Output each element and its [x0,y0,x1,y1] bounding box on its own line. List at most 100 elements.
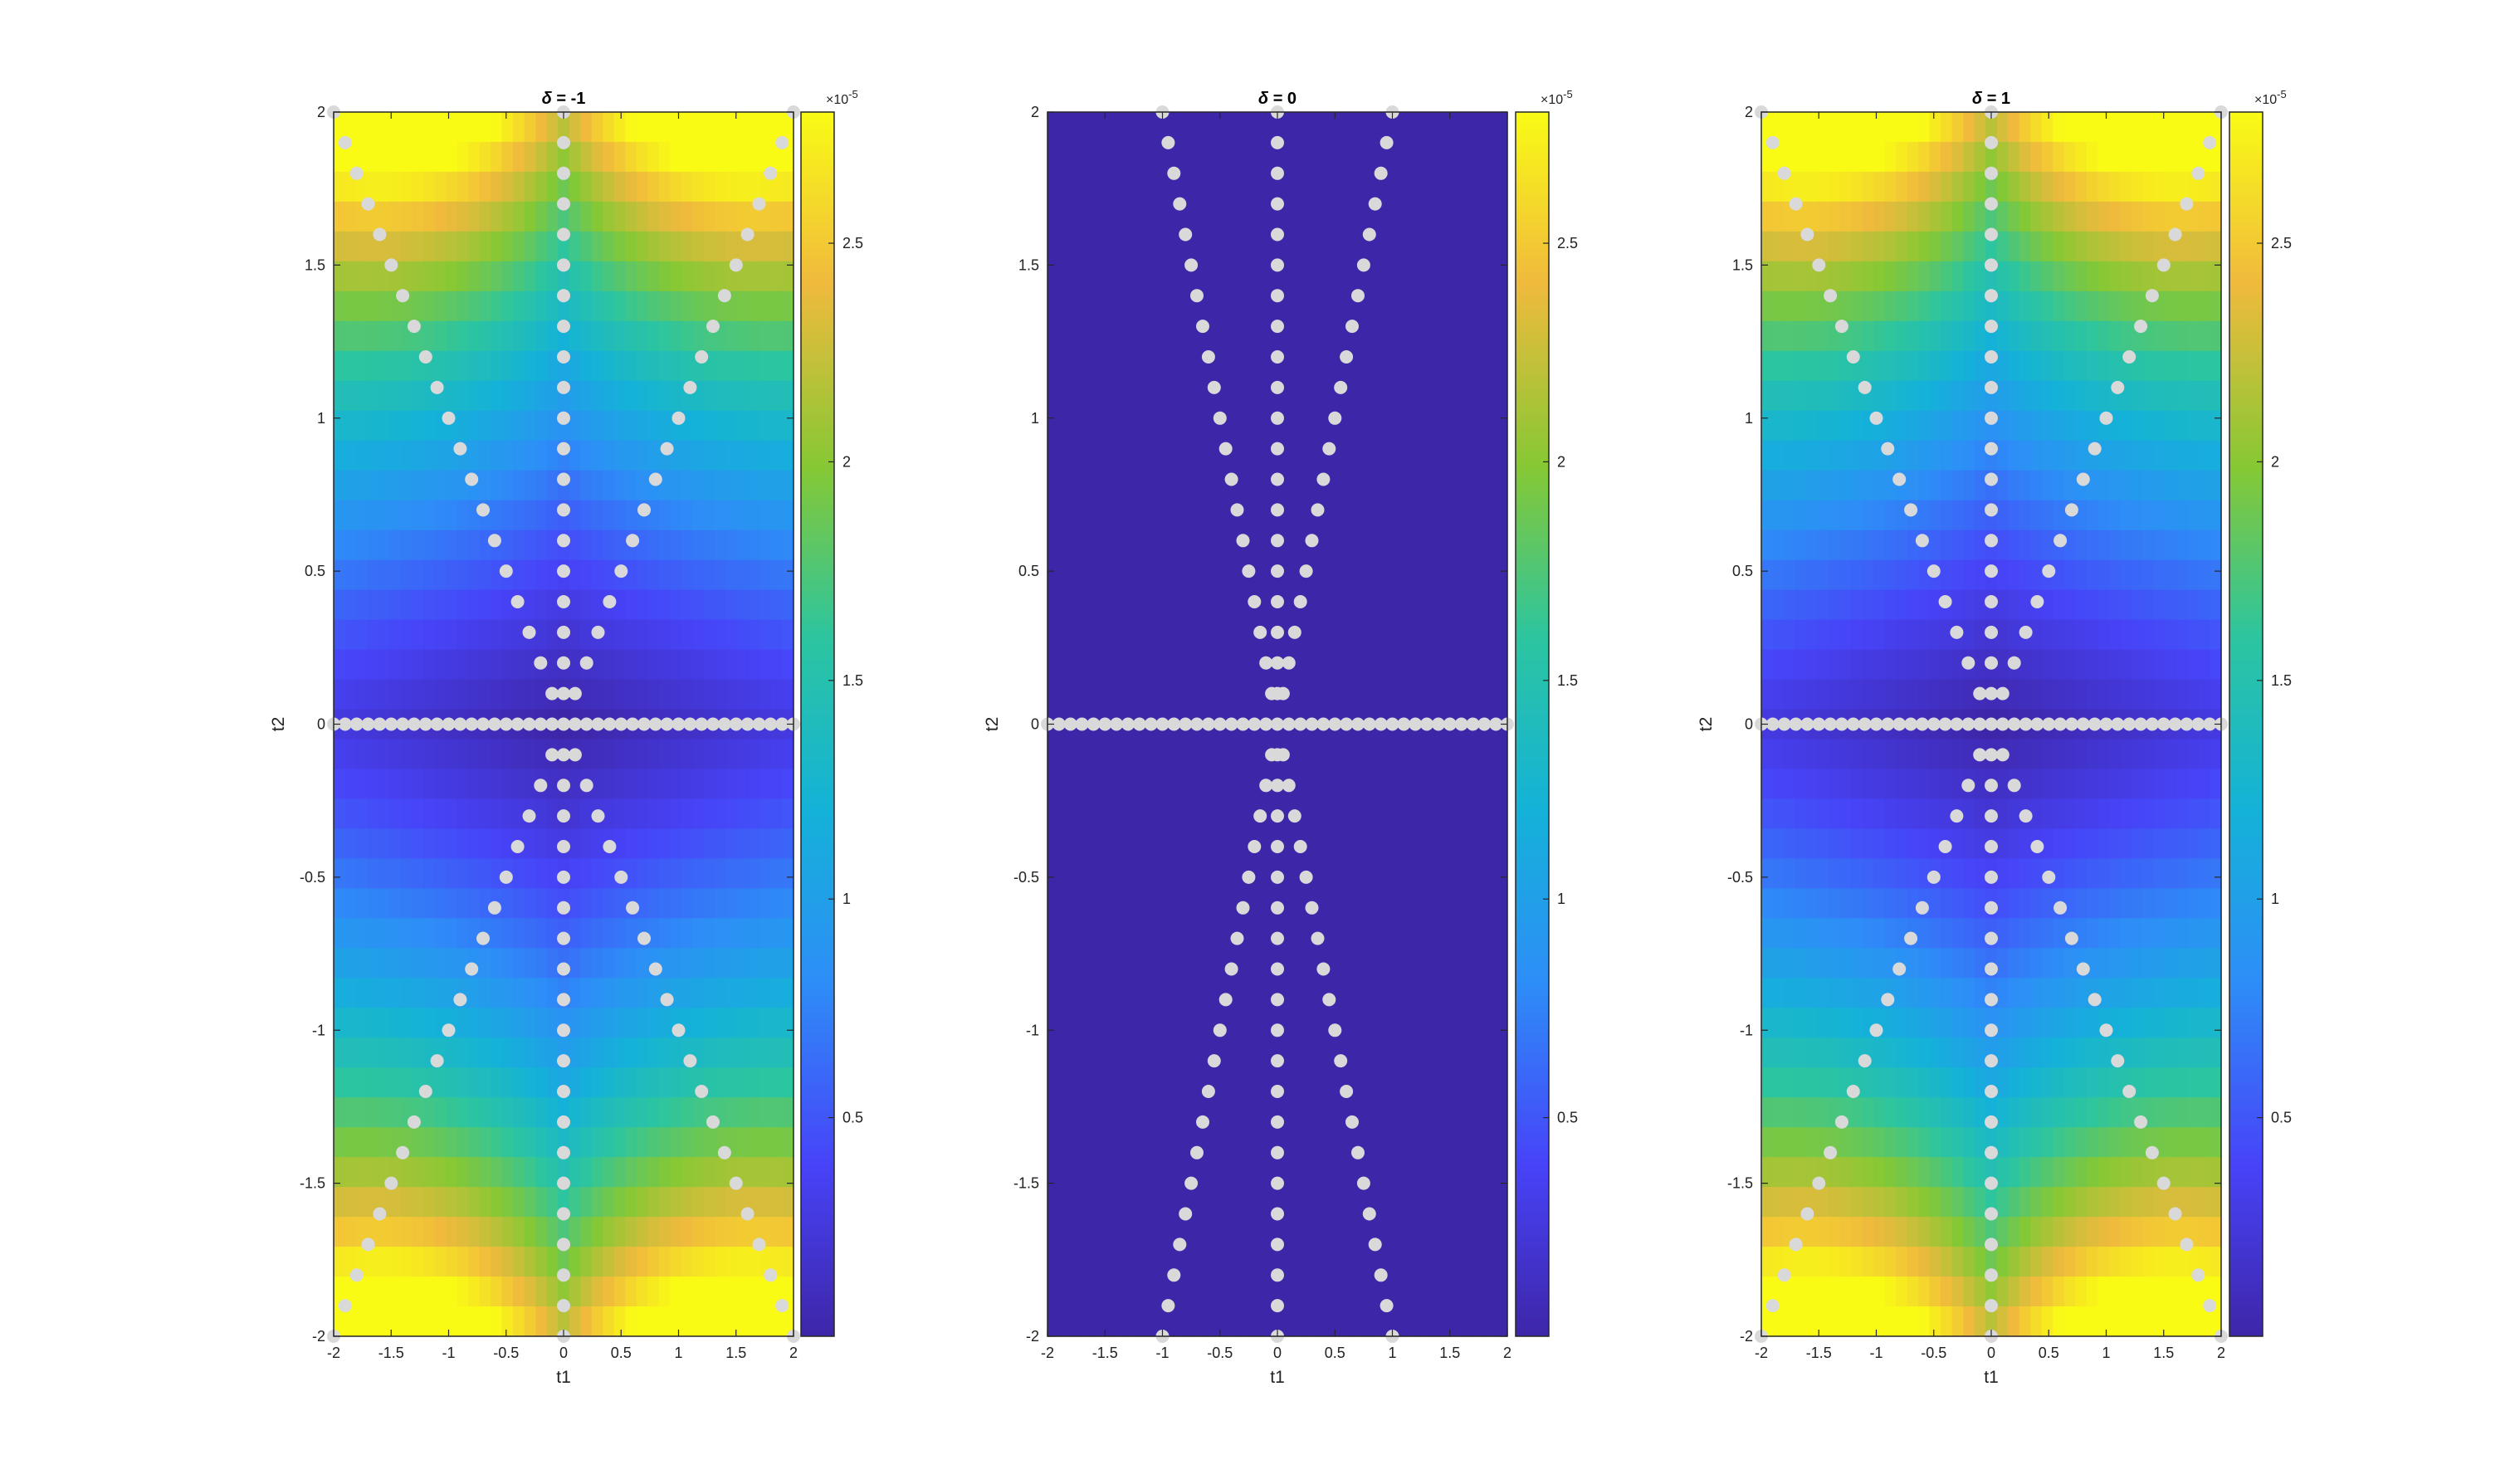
heatmap-cell [1439,1187,1453,1218]
heatmap-cell [1058,619,1071,651]
heatmap-cell [1327,649,1340,681]
heatmap-cell [1795,410,1807,442]
sample-point [1443,717,1457,731]
heatmap-cell [1070,1306,1082,1337]
heatmap-cell [591,290,603,322]
heatmap-cell [1862,649,1874,681]
heatmap-cell [524,440,536,471]
heatmap-cell [546,440,559,471]
sample-point [568,748,582,762]
heatmap-cell [1929,1217,1941,1247]
heatmap-cell [770,948,784,979]
heatmap-cell [1761,500,1774,531]
heatmap-cell [1862,798,1874,830]
heatmap-cell [1227,201,1239,232]
heatmap-cell [1795,858,1807,889]
heatmap-cell [1941,619,1953,651]
heatmap-cell [1384,858,1396,889]
sample-point [740,717,754,731]
heatmap-cell [1115,201,1127,232]
heatmap-cell [1996,769,2009,800]
heatmap-cell [501,619,514,651]
heatmap-cell [1204,1008,1217,1038]
heatmap-cell [1941,1247,1953,1277]
heatmap-cell [1361,470,1374,501]
heatmap-cell [1126,649,1138,681]
sample-point [557,931,570,945]
heatmap-cell [457,1127,469,1158]
heatmap-cell [1439,1067,1453,1098]
heatmap-cell [1417,589,1430,621]
heatmap-cell [613,440,626,471]
heatmap-cell [1929,1008,1941,1038]
heatmap-cell [1484,290,1497,322]
heatmap-cell [1182,619,1194,651]
heatmap-cell [546,559,559,591]
heatmap-cell [591,1306,603,1337]
heatmap-cell [2075,171,2088,203]
heatmap-cell [1058,559,1071,591]
heatmap-cell [479,261,491,292]
heatmap-cell [1829,440,1841,471]
heatmap-cell [2041,828,2053,859]
heatmap-cell [1215,1306,1228,1337]
heatmap-cell [423,410,436,442]
sample-point [1271,289,1284,303]
heatmap-cell [1795,948,1807,979]
heatmap-cell [1829,739,1841,770]
heatmap-cell [580,978,593,1008]
heatmap-cell [1215,739,1228,770]
heatmap-cell [1839,380,1852,412]
heatmap-cell [479,141,491,173]
heatmap-cell [1417,828,1430,859]
heatmap-cell [1951,649,1964,681]
heatmap-cell [1951,589,1964,621]
heatmap-cell [1249,201,1262,232]
heatmap-cell [1918,1277,1931,1307]
heatmap-cell [401,1247,413,1277]
heatmap-cell [1996,171,2009,203]
heatmap-cell [703,380,716,412]
heatmap-cell [625,679,637,710]
heatmap-cell [334,231,346,262]
heatmap-cell [457,201,469,232]
heatmap-cell [770,1187,784,1218]
heatmap-cell [1204,798,1217,830]
heatmap-cell [1339,201,1351,232]
heatmap-cell [1204,948,1217,979]
heatmap-cell [1806,828,1819,859]
heatmap-cell [546,410,559,442]
heatmap-cell [658,201,671,232]
heatmap-cell [1058,948,1071,979]
heatmap-cell [479,1217,491,1247]
heatmap-cell [1795,619,1807,651]
heatmap-cell [1394,1037,1407,1068]
heatmap-cell [1884,410,1897,442]
heatmap-cell [1103,679,1116,710]
heatmap-cell [613,1157,626,1188]
heatmap-cell [1761,530,1774,561]
heatmap-cell [715,410,727,442]
heatmap-cell [1384,619,1396,651]
heatmap-cell [636,1187,648,1218]
heatmap-cell [1784,470,1796,501]
heatmap-cell [1148,1157,1160,1188]
heatmap-cell [1115,619,1127,651]
heatmap-cell [658,320,671,352]
heatmap-cell [1148,530,1160,561]
heatmap-cell [1851,798,1863,830]
heatmap-cell [1282,350,1295,382]
heatmap-cell [1103,828,1116,859]
sample-point [557,534,570,548]
heatmap-cell [423,290,436,322]
heatmap-cell [1327,231,1340,262]
heatmap-cell [2063,1277,2076,1307]
heatmap-cell [546,589,559,621]
sample-point [626,717,640,731]
heatmap-cell [681,320,693,352]
heatmap-cell [1974,500,1986,531]
heatmap-cell [1047,261,1060,292]
heatmap-cell [1839,500,1852,531]
heatmap-cell [1428,888,1441,919]
heatmap-cell [1193,918,1205,949]
